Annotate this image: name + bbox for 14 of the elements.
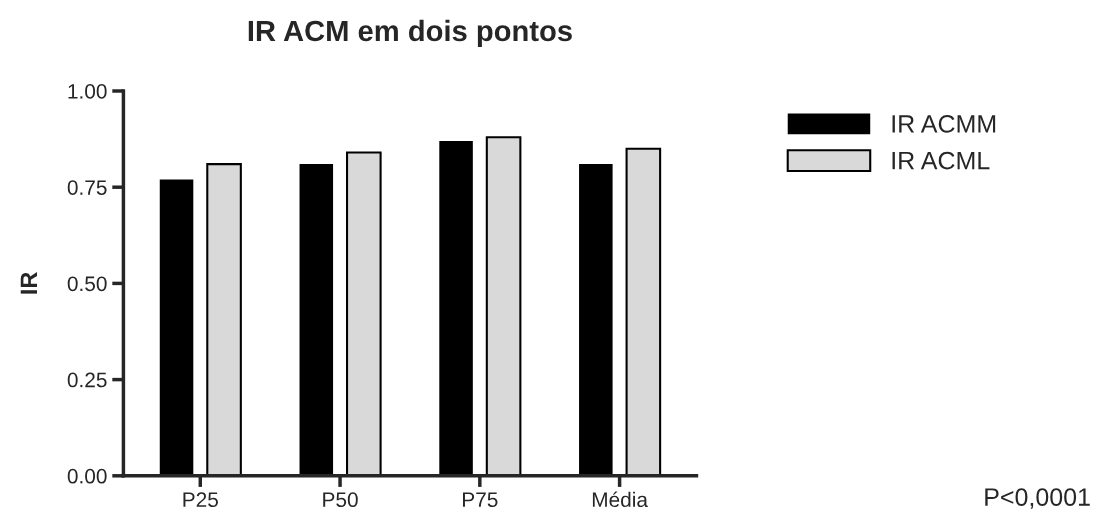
y-tick-label: 0.50 xyxy=(67,276,107,292)
x-tick-label: P50 xyxy=(323,492,358,508)
x-tick-label: Média xyxy=(592,491,648,508)
legend-label: IR ACML xyxy=(892,151,990,170)
x-tick-label: P25 xyxy=(183,492,218,508)
text: P<0,0001 xyxy=(985,488,1090,509)
y-tick-label: 0.25 xyxy=(67,372,107,388)
y-tick-label: 0.00 xyxy=(67,468,107,484)
y-tick-label: 0.75 xyxy=(67,180,107,195)
legend-label: IR ACMM xyxy=(892,115,996,133)
y-axis-title: IR xyxy=(20,272,38,294)
x-tick-label: P75 xyxy=(463,492,498,508)
chart-title: IR ACM em dois pontos xyxy=(248,19,572,48)
y-tick-label: 1.00 xyxy=(68,84,107,99)
